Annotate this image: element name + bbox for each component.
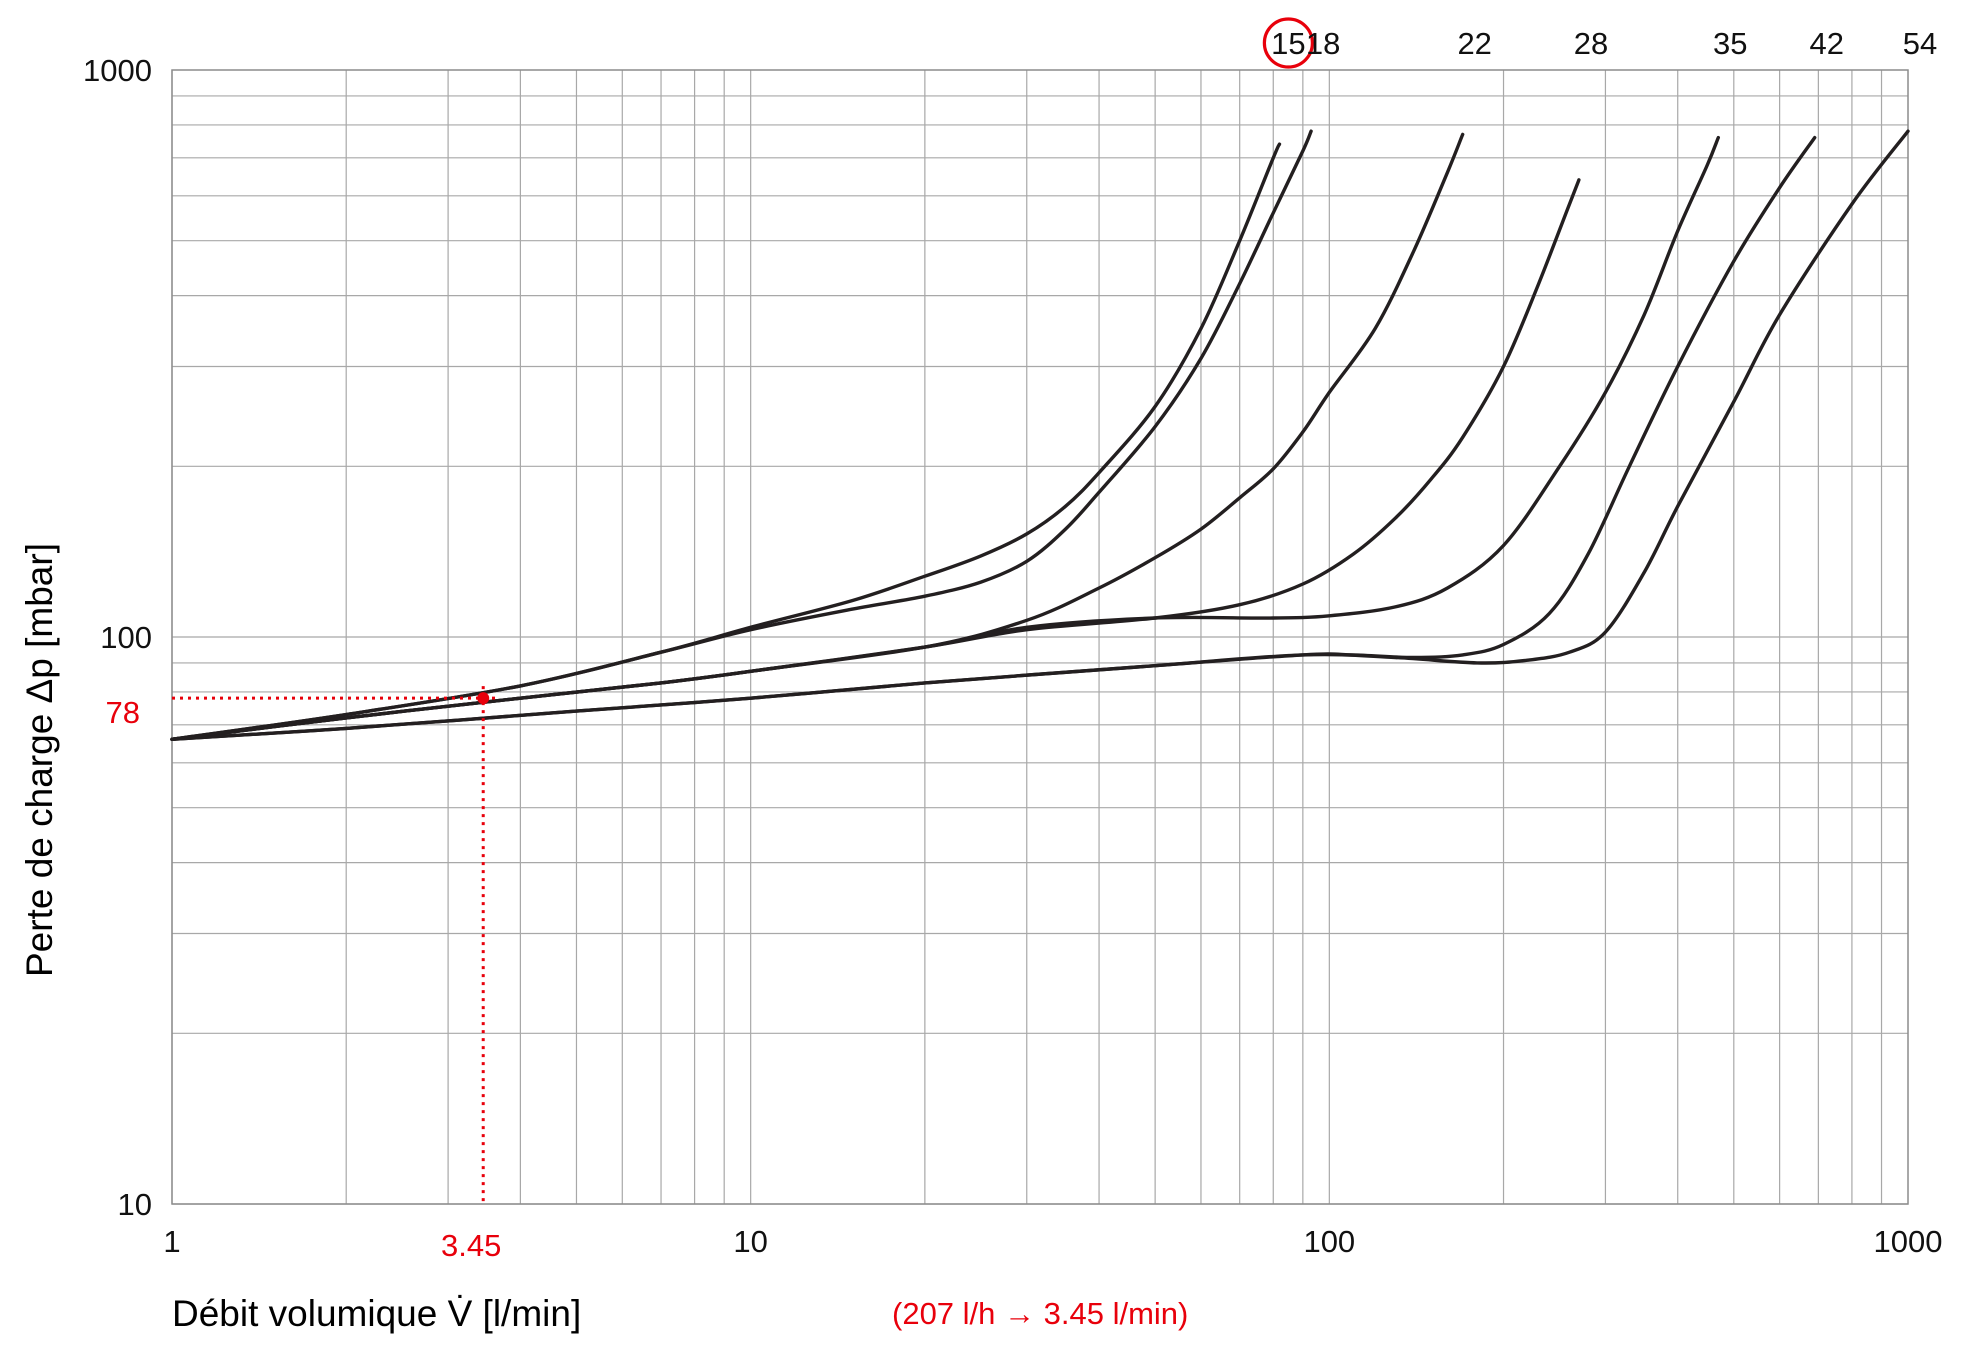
series-label-22: 22 [1457,26,1491,61]
curve-54 [170,129,1910,741]
y-tick-label: 100 [100,620,152,655]
x-tick-label: 100 [1303,1224,1355,1259]
series-label-28: 28 [1574,26,1608,61]
y-tick-label: 10 [118,1187,152,1222]
annotation: 783.45 [106,686,501,1263]
reading-point [477,692,490,705]
x-tick-label: 1 [163,1224,180,1259]
reading-y-label: 78 [106,695,140,730]
curve-18 [170,129,1313,741]
tick-labels: 1 10 100 1000 10 100 1000 [83,53,1942,1259]
curves [170,129,1910,741]
series-label-42: 42 [1810,26,1844,61]
curve-15 [170,142,1282,741]
x-axis-title: Débit volumique V̇ [l/min] [172,1293,581,1334]
series-label-35: 35 [1713,26,1747,61]
x-tick-label: 1000 [1874,1224,1943,1259]
series-labels: 15 18 22 28 35 42 54 [1262,17,1937,69]
y-axis-title: Perte de charge Δp [mbar] [19,543,60,977]
series-label-18: 18 [1306,26,1340,61]
x-tick-label: 10 [733,1224,767,1259]
series-label-15: 15 [1271,26,1305,61]
grid [171,70,1908,1205]
y-tick-label: 1000 [83,53,152,88]
curve-42 [170,135,1817,741]
highlight-circle [1262,17,1314,69]
plot-frame [171,69,1909,1205]
curve-35 [170,135,1720,741]
series-label-54: 54 [1903,26,1937,61]
conversion-note: (207 l/h → 3.45 l/min) [892,1296,1188,1331]
reading-x-label: 3.45 [441,1228,501,1263]
